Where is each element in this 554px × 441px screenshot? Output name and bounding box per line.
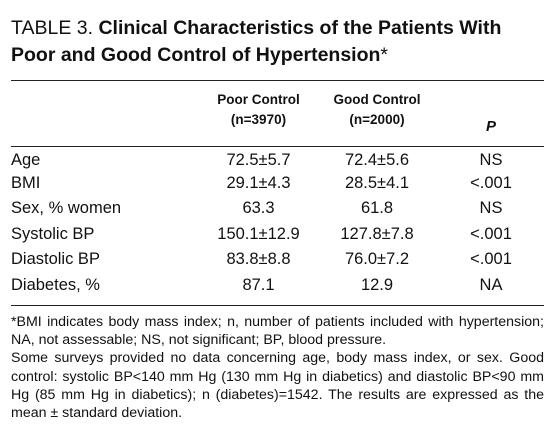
row-label: Sex, % women <box>11 199 122 218</box>
table-row: Sex, % women 63.3 61.8 NS <box>11 196 544 222</box>
row-label: Diabetes, % <box>11 275 100 294</box>
cell-p: <.001 <box>470 250 512 269</box>
cell-poor: 29.1±4.3 <box>226 173 291 192</box>
cell-p: NA <box>479 275 503 294</box>
table-title: TABLE 3. Clinical Characteristics of the… <box>11 15 541 69</box>
table-row: Systolic BP 150.1±12.9 127.8±7.8 <.001 <box>11 222 544 248</box>
header-label-column <box>11 86 201 145</box>
cell-p: <.001 <box>470 224 512 243</box>
row-label: Systolic BP <box>11 224 95 243</box>
cell-p: NS <box>479 151 503 170</box>
header-poor-control: Poor Control (n=3970) <box>201 86 316 145</box>
top-rule <box>11 80 544 81</box>
header-good-control-label: Good Control <box>333 92 421 107</box>
table-title-text: Clinical Characteristics of the Patients… <box>11 17 502 66</box>
footnote-methods: Some surveys provided no data concerning… <box>11 350 544 422</box>
cell-poor: 72.5±5.7 <box>226 151 291 170</box>
characteristics-table: Poor Control (n=3970) Good Control (n=20… <box>11 86 544 298</box>
title-footnote-marker: * <box>380 44 388 66</box>
cell-good: 28.5±4.1 <box>344 173 410 192</box>
row-label: Diastolic BP <box>11 250 100 269</box>
table-number: TABLE 3. <box>11 17 99 39</box>
header-good-control: Good Control (n=2000) <box>316 86 438 145</box>
header-good-control-n: (n=2000) <box>349 112 405 127</box>
table-row: Age 72.5±5.7 72.4±5.6 NS <box>11 145 544 171</box>
cell-good: 127.8±7.8 <box>340 224 414 243</box>
cell-poor: 63.3 <box>242 199 275 218</box>
cell-good: 61.8 <box>360 199 394 218</box>
cell-poor: 87.1 <box>242 275 275 294</box>
table-row: Diabetes, % 87.1 12.9 NA <box>11 273 544 299</box>
cell-p: NS <box>479 199 503 218</box>
header-p-value: P <box>485 118 496 135</box>
cell-poor: 150.1±12.9 <box>217 224 300 243</box>
header-row: Poor Control (n=3970) Good Control (n=20… <box>11 86 544 145</box>
cell-good: 76.0±7.2 <box>344 250 410 269</box>
cell-p: <.001 <box>470 173 512 192</box>
cell-good: 12.9 <box>360 275 394 294</box>
bottom-rule <box>11 305 544 306</box>
header-poor-control-n: (n=3970) <box>230 112 287 127</box>
row-label: Age <box>11 151 41 170</box>
footnote-abbreviations: *BMI indicates body mass index; n, numbe… <box>11 314 544 349</box>
row-label: BMI <box>11 173 41 192</box>
header-poor-control-label: Poor Control <box>217 92 300 107</box>
cell-good: 72.4±5.6 <box>344 151 410 170</box>
table-row: Diastolic BP 83.8±8.8 76.0±7.2 <.001 <box>11 247 544 273</box>
cell-poor: 83.8±8.8 <box>226 250 291 269</box>
header-rule <box>11 146 544 147</box>
table-footnotes: *BMI indicates body mass index; n, numbe… <box>11 313 544 422</box>
table-row: BMI 29.1±4.3 28.5±4.1 <.001 <box>11 171 544 197</box>
